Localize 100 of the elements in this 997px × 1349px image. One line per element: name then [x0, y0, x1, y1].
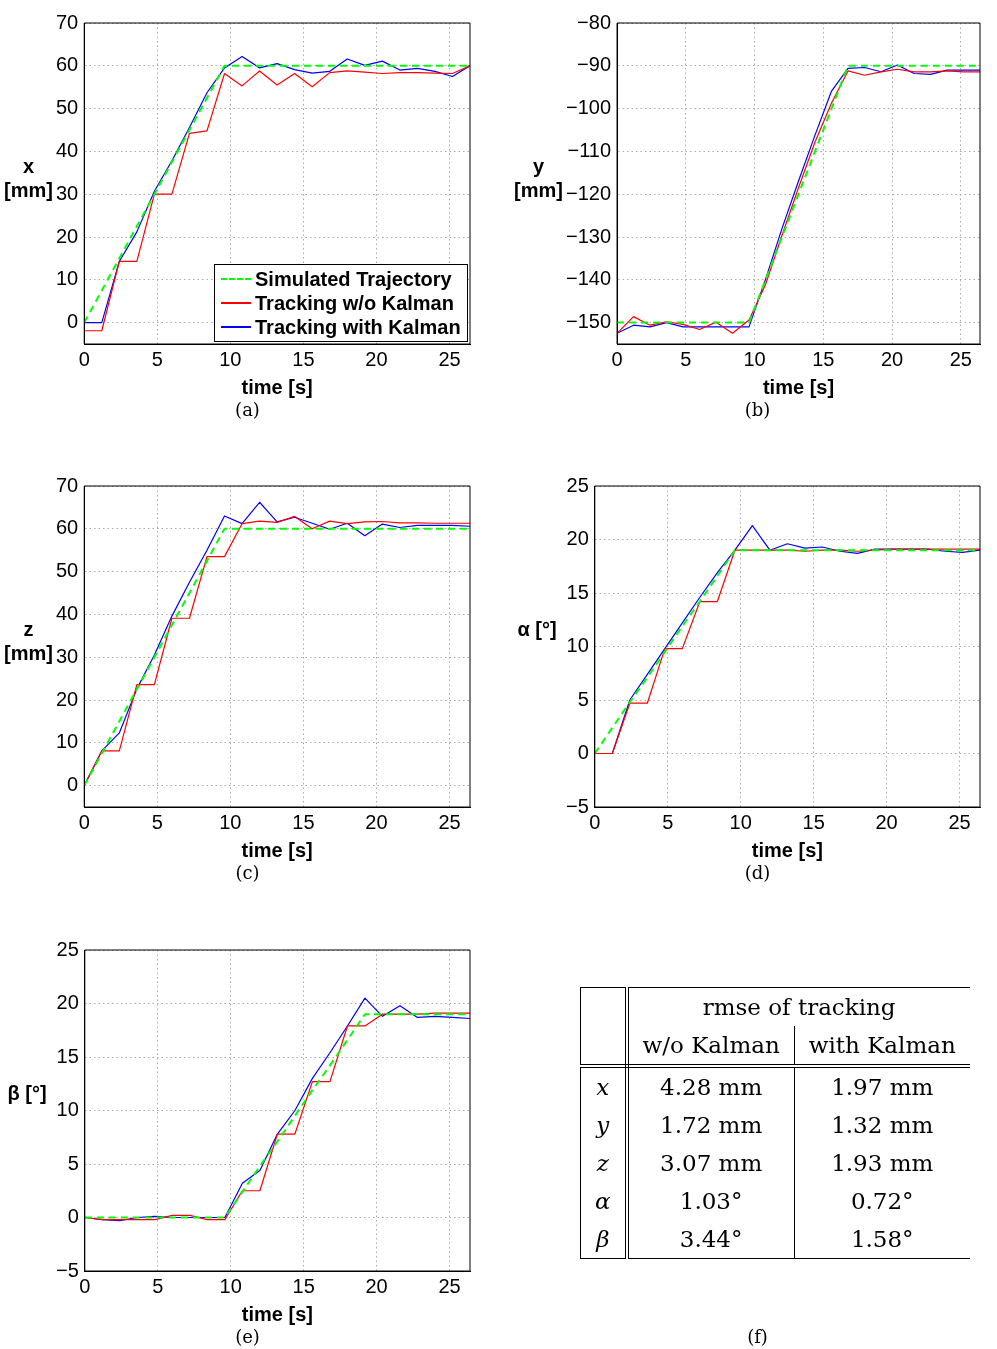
- y-tick-label: 5: [577, 687, 589, 710]
- y-tick-label: 20: [56, 224, 79, 247]
- text: 3.07 mm: [660, 1150, 763, 1176]
- y-tick-label: 60: [56, 53, 79, 76]
- y-tick-label: 70: [56, 10, 79, 33]
- y-tick-label: 30: [56, 644, 79, 667]
- x-tick-label: 10: [219, 810, 242, 833]
- y-tick-label: 20: [566, 527, 589, 550]
- x-tick-label: 25: [949, 347, 972, 370]
- y-tick-label: 10: [56, 1098, 79, 1121]
- text: 0.72°: [850, 1188, 914, 1214]
- x-tick-label: 5: [662, 810, 674, 833]
- category-label: x: [596, 1074, 610, 1100]
- y-tick-label: 0: [67, 310, 79, 333]
- x-tick-label: 20: [365, 347, 388, 370]
- y-axis-title: y [mm]: [514, 153, 563, 202]
- category-label: β: [596, 1226, 610, 1252]
- x-tick-label: 25: [948, 810, 971, 833]
- x-tick-label: 10: [219, 1274, 242, 1297]
- text: 1.72 mm: [660, 1112, 763, 1138]
- y-axis-title: α [°]: [516, 616, 558, 641]
- x-tick-label: 5: [680, 347, 692, 370]
- text: 1.32 mm: [831, 1112, 934, 1138]
- y-tick-label: 50: [56, 96, 79, 119]
- y-tick-label: −140: [565, 267, 612, 290]
- category-label: α: [595, 1188, 611, 1214]
- x-tick-label: 25: [438, 347, 461, 370]
- y-tick-label: 25: [56, 937, 79, 960]
- text: (e): [234, 1326, 261, 1347]
- text: 1.93 mm: [831, 1150, 934, 1176]
- y-axis-title: β [°]: [6, 1080, 48, 1105]
- text: 3.44°: [679, 1226, 743, 1252]
- text: (c): [234, 862, 261, 883]
- y-tick-label: 40: [56, 601, 79, 624]
- text: 4.28 mm: [660, 1074, 763, 1100]
- y-tick-label: 10: [56, 730, 79, 753]
- x-axis-title: time [s]: [241, 1302, 313, 1325]
- y-tick-label: −150: [565, 310, 612, 333]
- y-tick-label: 10: [566, 634, 589, 657]
- text: rmse of tracking: [626, 987, 970, 1026]
- y-tick-label: 0: [67, 1205, 79, 1228]
- text: 1.97 mm: [831, 1074, 934, 1100]
- y-tick-label: 40: [56, 138, 79, 161]
- legend-label: Tracking w/o Kalman: [255, 291, 454, 315]
- y-tick-label: 60: [56, 516, 79, 539]
- x-tick-label: 5: [152, 1274, 164, 1297]
- x-tick-label: 15: [802, 810, 825, 833]
- y-tick-label: 10: [56, 267, 79, 290]
- y-tick-label: 25: [566, 473, 589, 496]
- y-axis-title: z [mm]: [4, 616, 53, 665]
- x-tick-label: 10: [743, 347, 766, 370]
- x-tick-label: 20: [365, 1274, 388, 1297]
- x-axis-title: time [s]: [751, 838, 823, 861]
- y-tick-label: −130: [565, 224, 612, 247]
- category-label: with Kalman: [794, 1026, 970, 1066]
- text: (f): [746, 1326, 769, 1347]
- y-tick-label: 15: [566, 580, 589, 603]
- legend-label: Simulated Trajectory: [255, 267, 452, 291]
- x-axis-title: time [s]: [241, 375, 313, 398]
- category-label: z: [596, 1150, 609, 1176]
- x-tick-label: 5: [151, 347, 163, 370]
- y-tick-label: 20: [56, 687, 79, 710]
- text: 1.58°: [850, 1226, 914, 1252]
- x-tick-label: 25: [438, 1274, 461, 1297]
- x-tick-label: 20: [880, 347, 904, 370]
- text: (b): [743, 399, 772, 420]
- y-tick-label: −5: [55, 1258, 79, 1281]
- x-tick-label: 5: [151, 810, 163, 833]
- category-label: w/o Kalman: [626, 1026, 795, 1066]
- y-tick-label: 70: [56, 473, 79, 496]
- y-tick-label: 0: [67, 773, 79, 796]
- x-axis-title: time [s]: [241, 838, 313, 861]
- y-tick-label: 0: [577, 741, 589, 764]
- y-tick-label: −120: [565, 181, 612, 204]
- y-tick-label: 5: [67, 1151, 79, 1174]
- x-tick-label: 15: [292, 1274, 315, 1297]
- text: 1.03°: [679, 1188, 743, 1214]
- x-tick-label: 10: [729, 810, 752, 833]
- y-axis-title: x [mm]: [4, 153, 53, 202]
- y-tick-label: 30: [56, 181, 79, 204]
- x-axis-title: time [s]: [762, 375, 835, 398]
- x-tick-label: 15: [292, 810, 315, 833]
- y-tick-label: −110: [567, 138, 612, 161]
- x-tick-label: 15: [292, 347, 315, 370]
- text: (a): [234, 399, 261, 420]
- y-tick-label: −100: [565, 96, 612, 119]
- y-tick-label: 50: [56, 559, 79, 582]
- y-tick-label: −5: [565, 794, 589, 817]
- y-tick-label: 20: [56, 991, 79, 1014]
- x-tick-label: 20: [875, 810, 898, 833]
- legend-label: Tracking with Kalman: [255, 315, 461, 339]
- x-tick-label: 15: [812, 347, 835, 370]
- y-tick-label: 15: [56, 1044, 79, 1067]
- y-tick-label: −80: [577, 10, 612, 33]
- y-tick-label: −90: [577, 53, 612, 76]
- x-tick-label: 20: [365, 810, 388, 833]
- category-label: y: [596, 1112, 610, 1138]
- x-tick-label: 10: [219, 347, 242, 370]
- x-tick-label: 25: [438, 810, 461, 833]
- text: (d): [743, 862, 772, 883]
